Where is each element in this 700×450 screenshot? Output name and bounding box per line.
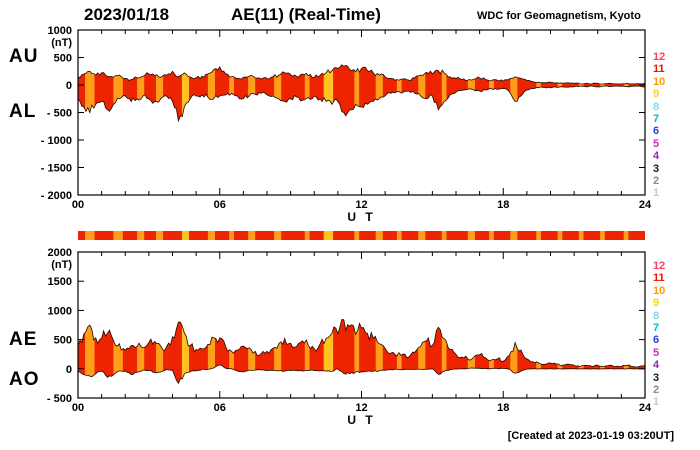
x-tick-label: 24: [639, 402, 652, 414]
au-axis-label: AU: [9, 46, 39, 67]
station-2-label: 2: [653, 384, 660, 397]
trace-al: [77, 85, 646, 123]
trace-au: [77, 64, 646, 85]
station-11-label: 11: [653, 63, 665, 76]
area-fill-ae: [78, 319, 645, 384]
station-7-label: 7: [653, 322, 660, 335]
x-tick-label: 00: [72, 199, 84, 211]
x-tick-label: 12: [355, 402, 367, 414]
date-title: 2023/01/18: [84, 5, 170, 24]
station-1-label: 1: [653, 396, 660, 409]
station-10-label: 10: [653, 75, 666, 88]
station-color-bar: [78, 231, 645, 240]
x-axis-label: U T: [347, 413, 375, 427]
y-unit-label: (nT): [51, 259, 72, 271]
y-tick-label: 1500: [48, 276, 72, 288]
x-tick-label: 12: [355, 199, 367, 211]
station-9-label: 9: [653, 297, 660, 310]
station-10-label: 10: [653, 284, 666, 297]
panel-1: 1000 500 0 - 500 - 1000 - 1500 - 2000 (nT) 00 06 1…: [41, 25, 652, 224]
station-8-label: 8: [653, 100, 660, 113]
y-tick-label: - 1500: [41, 163, 72, 175]
axis-ticks: 1000 500 0 - 500 - 1000 - 1500 - 2000 (nT) 00 06 1…: [41, 25, 652, 224]
station-12-label: 12: [653, 260, 666, 272]
x-tick-label: 24: [639, 199, 652, 211]
y-tick-label: 1000: [48, 305, 72, 317]
plot-title: AE(11) (Real-Time): [231, 5, 381, 24]
y-tick-label: - 500: [47, 108, 72, 120]
station-11-label: 11: [653, 272, 665, 285]
x-axis-label: U T: [347, 210, 375, 224]
x-tick-label: 00: [72, 402, 84, 414]
station-7-label: 7: [653, 113, 660, 126]
panel-frame: [77, 29, 646, 196]
area-stripes: [85, 319, 629, 384]
y-tick-label: 2000: [48, 247, 72, 259]
x-tick-label: 18: [497, 199, 509, 211]
y-tick-label: 500: [54, 335, 72, 347]
panel-2: 2000 1500 1000 500 0 - 500 (nT) 00 06 12 18 24 U T: [47, 247, 652, 427]
station-5-label: 5: [653, 137, 660, 150]
station-legend-top: 12 11 10 9 8 7 6 5 4 3 2 1: [653, 51, 683, 200]
y-tick-label: - 1000: [41, 135, 72, 147]
station-2-label: 2: [653, 175, 660, 188]
station-1-label: 1: [653, 187, 660, 200]
y-unit-label: (nT): [51, 37, 72, 49]
station-12-label: 12: [653, 51, 666, 63]
trace-ae: [77, 318, 646, 368]
station-6-label: 6: [653, 334, 660, 347]
y-tick-label: 1000: [48, 25, 72, 37]
area-fill-au: [78, 64, 645, 121]
station-3-label: 3: [653, 371, 660, 384]
axis-ticks: 2000 1500 1000 500 0 - 500 (nT) 00 06 12 18 24 U T: [47, 247, 652, 427]
y-tick-label: 500: [54, 53, 72, 65]
y-tick-label: - 500: [47, 393, 72, 405]
station-4-label: 4: [653, 359, 660, 372]
al-axis-label: AL: [9, 101, 37, 122]
panel-frame: [77, 251, 646, 399]
ae-axis-label: AE: [9, 329, 38, 350]
station-3-label: 3: [653, 162, 660, 175]
y-tick-label: 0: [66, 364, 72, 376]
area-stripes: [85, 64, 629, 121]
station-6-label: 6: [653, 125, 660, 138]
x-tick-label: 18: [497, 402, 509, 414]
created-at-label: [Created at 2023-01-19 03:20UT]: [507, 430, 674, 442]
trace-ao: [77, 364, 646, 385]
y-tick-label: - 2000: [41, 190, 72, 202]
y-tick-label: 0: [66, 80, 72, 92]
station-4-label: 4: [653, 150, 660, 163]
station-5-label: 5: [653, 346, 660, 359]
station-8-label: 8: [653, 309, 660, 322]
org-label: WDC for Geomagnetism, Kyoto: [477, 10, 641, 22]
x-tick-label: 06: [214, 402, 226, 414]
ao-axis-label: AO: [9, 369, 40, 390]
station-legend-bottom: 12 11 10 9 8 7 6 5 4 3 2 1: [653, 260, 683, 409]
x-tick-label: 06: [214, 199, 226, 211]
station-9-label: 9: [653, 88, 660, 101]
